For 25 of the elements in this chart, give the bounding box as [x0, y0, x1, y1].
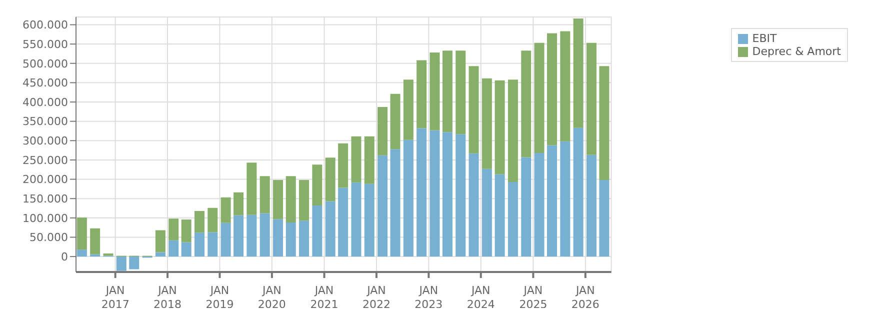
legend-label: EBIT — [751, 32, 778, 45]
x-tick-label: JAN 2021 — [310, 284, 338, 311]
legend-label: Deprec & Amort — [751, 45, 841, 58]
x-tick-label: JAN 2026 — [571, 284, 600, 311]
y-tick-label: 550.000 — [22, 38, 68, 51]
y-tick-label: 50.000 — [30, 231, 68, 244]
x-tick-label: JAN 2019 — [206, 284, 234, 311]
x-tick-label: JAN 2022 — [362, 284, 390, 311]
y-tick-label: 500.000 — [22, 57, 68, 70]
y-tick-label: 0 — [61, 250, 68, 264]
y-tick-label: 350.000 — [22, 115, 68, 128]
x-tick-label: JAN 2017 — [101, 284, 130, 311]
y-tick-label: 250.000 — [22, 154, 68, 167]
x-tick-label: JAN 2025 — [519, 284, 548, 311]
y-tick-label: 200.000 — [22, 173, 68, 186]
y-tick-label: 450.000 — [22, 76, 68, 90]
y-tick-label: 300.000 — [22, 134, 68, 148]
y-tick-label: 100.000 — [22, 212, 68, 225]
x-tick-label: JAN 2023 — [414, 284, 443, 311]
x-tick-label: JAN 2020 — [258, 284, 286, 311]
y-tick-label: 600.000 — [22, 18, 68, 32]
y-tick-label: 150.000 — [22, 192, 68, 206]
y-tick-label: 400.000 — [22, 96, 68, 109]
x-tick-label: JAN 2024 — [466, 284, 495, 311]
x-tick-label: JAN 2018 — [154, 284, 182, 311]
